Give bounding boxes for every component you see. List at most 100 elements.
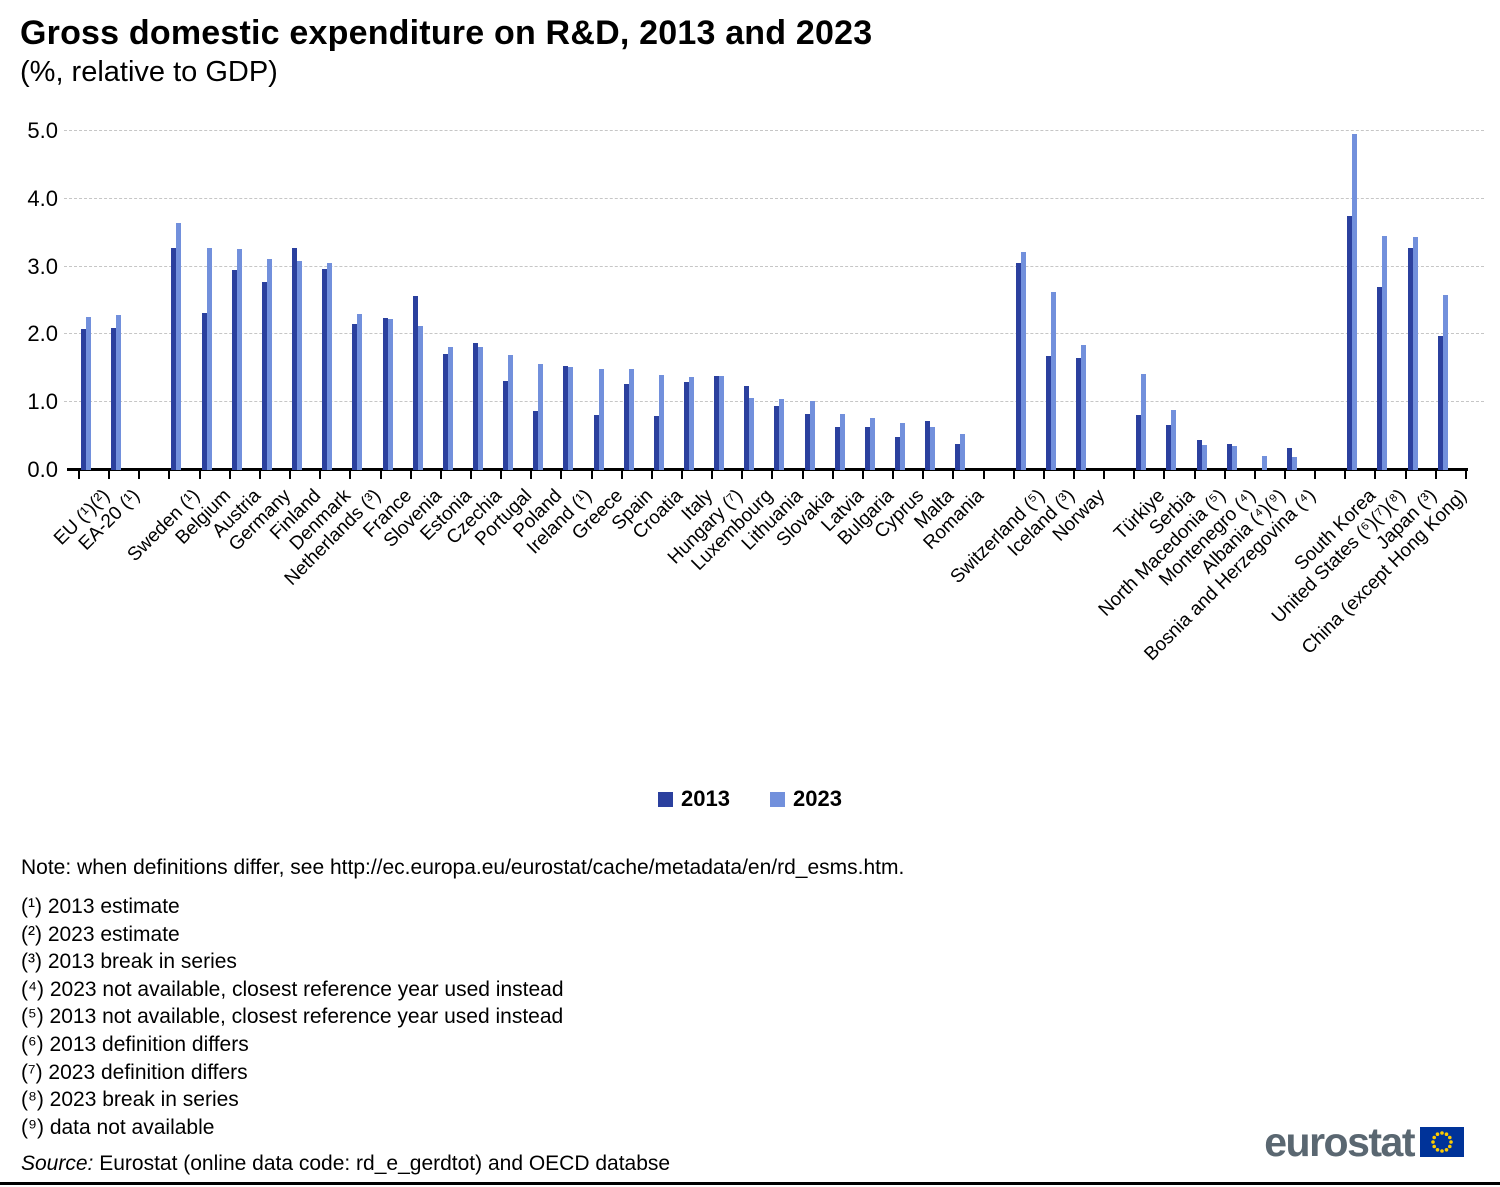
- footnote-8: (⁸) 2023 break in series: [21, 1088, 239, 1112]
- bar-2023-sweden: [176, 223, 182, 470]
- x-axis-tick: [1404, 470, 1407, 479]
- bar-2013-hungary: [714, 376, 720, 470]
- legend-label-2023: 2023: [793, 786, 842, 811]
- bar-2023-luxembourg: [749, 398, 755, 470]
- bar-2013-norway: [1075, 358, 1081, 470]
- x-axis-tick: [1253, 470, 1256, 479]
- bar-2013-ireland: [563, 365, 569, 470]
- y-axis-label-0.0: 0.0: [27, 457, 58, 482]
- bar-2023-bosnia-and-herzegovina: [1292, 457, 1297, 470]
- bar-2023-montenegro: [1231, 445, 1237, 470]
- bar-2023-spain: [628, 368, 634, 470]
- bar-2013-montenegro: [1226, 444, 1232, 470]
- bar-2023-ea-20: [116, 314, 122, 470]
- x-axis-tick: [349, 470, 352, 479]
- x-axis-tick: [801, 470, 804, 479]
- x-axis-tick: [1284, 470, 1286, 479]
- bar-2013-iceland: [1045, 356, 1051, 470]
- bar-2023-portugal: [508, 355, 514, 470]
- bar-2013-italy: [684, 381, 689, 470]
- bar-2013-estonia: [442, 354, 448, 470]
- bar-2013-ea-20: [111, 327, 117, 470]
- x-axis-tick: [1042, 470, 1045, 479]
- x-axis-tick: [228, 470, 231, 479]
- source-line: Source: Eurostat (online data code: rd_e…: [21, 1152, 904, 1176]
- bar-2013-poland: [533, 411, 539, 470]
- x-axis-tick: [439, 470, 442, 479]
- bar-2023-switzerland: [1020, 251, 1026, 470]
- bar-2023-slovakia: [809, 400, 815, 470]
- x-axis-tick: [1012, 470, 1015, 479]
- bar-2013-czechia: [472, 342, 478, 470]
- gridline-3.0: [64, 265, 1484, 267]
- bar-2013-latvia: [834, 427, 840, 470]
- x-axis-tick: [530, 470, 533, 479]
- bar-2023-south-korea: [1352, 133, 1358, 470]
- bar-2023-eu: [86, 316, 91, 470]
- x-axis-tick: [168, 470, 171, 479]
- x-axis-tick: [1314, 470, 1317, 479]
- x-axis-tick: [590, 470, 593, 479]
- y-axis-label-2.0: 2.0: [27, 321, 58, 347]
- x-axis-tick: [681, 470, 683, 479]
- x-axis-tick: [620, 470, 623, 479]
- x-axis-tick: [1163, 470, 1166, 479]
- bar-2013-bulgaria: [864, 427, 870, 470]
- bar-2023-denmark: [327, 262, 333, 470]
- bar-2013-croatia: [653, 415, 659, 470]
- x-axis-tick: [711, 470, 714, 479]
- footnote-2: (²) 2023 estimate: [21, 922, 180, 946]
- bar-2013-luxembourg: [744, 385, 750, 470]
- bar-2023-ireland: [568, 366, 574, 470]
- bar-2013-switzerland: [1015, 263, 1021, 470]
- eurostat-logo: eurostat: [1264, 1120, 1464, 1164]
- bar-2023-hungary: [719, 376, 725, 470]
- legend-item-2013: 2013: [658, 786, 730, 812]
- footnote-6: (⁶) 2013 definition differs: [21, 1032, 249, 1056]
- x-axis-tick: [1344, 470, 1347, 479]
- bar-2023-czechia: [477, 346, 483, 470]
- x-axis-tick: [1133, 470, 1136, 479]
- chart-legend: 2013 2023: [0, 786, 1500, 812]
- note-line: Note: when definitions differ, see http:…: [21, 856, 905, 879]
- footnote-1: (¹) 2013 estimate: [21, 895, 180, 918]
- bar-2013-t-rkiye: [1136, 415, 1142, 470]
- bar-2023-serbia: [1171, 409, 1177, 470]
- x-axis-tick: [1464, 470, 1467, 479]
- bar-2023-latvia: [839, 414, 845, 470]
- x-axis-tick: [560, 470, 563, 479]
- x-axis-tick: [289, 470, 292, 479]
- bar-2013-spain: [623, 383, 629, 470]
- gridline-2.0: [64, 333, 1484, 335]
- bar-2023-greece: [598, 368, 604, 470]
- bar-2013-austria: [231, 269, 237, 470]
- bar-2023-china-except-hong-kong: [1442, 295, 1448, 470]
- bar-2013-south-korea: [1347, 215, 1353, 470]
- page-subtitle: (%, relative to GDP): [20, 56, 278, 88]
- bar-2023-cyprus: [900, 423, 906, 470]
- x-axis-tick: [650, 470, 653, 479]
- bar-2023-austria: [236, 248, 242, 470]
- bar-2023-croatia: [658, 375, 664, 470]
- footnote-5: (⁵) 2013 not available, closest referenc…: [21, 1005, 564, 1029]
- page-title: Gross domestic expenditure on R&D, 2013 …: [20, 14, 873, 52]
- bottom-rule: [0, 1182, 1500, 1185]
- footnote-4: (⁴) 2023 not available, closest referenc…: [21, 977, 564, 1001]
- x-axis-tick: [861, 470, 864, 479]
- bar-2013-north-macedonia: [1196, 440, 1202, 470]
- x-axis-tick: [831, 470, 834, 479]
- bar-2013-netherlands: [352, 324, 358, 470]
- eurostat-logo-text: eurostat: [1264, 1119, 1415, 1165]
- x-axis-tick: [1374, 470, 1377, 479]
- bar-2013-greece: [593, 415, 599, 470]
- bar-2023-finland: [297, 261, 303, 470]
- legend-swatch-2013: [658, 791, 674, 807]
- x-axis-tick: [500, 470, 503, 479]
- x-axis-tick: [952, 470, 955, 479]
- bar-2013-germany: [261, 282, 267, 470]
- x-axis-tick: [1103, 470, 1106, 479]
- notes-block: Note: when definitions differ, see http:…: [21, 856, 904, 1176]
- bar-2013-japan: [1407, 247, 1413, 470]
- footnote-3: (³) 2013 break in series: [21, 950, 237, 974]
- gridline-4.0: [64, 197, 1484, 199]
